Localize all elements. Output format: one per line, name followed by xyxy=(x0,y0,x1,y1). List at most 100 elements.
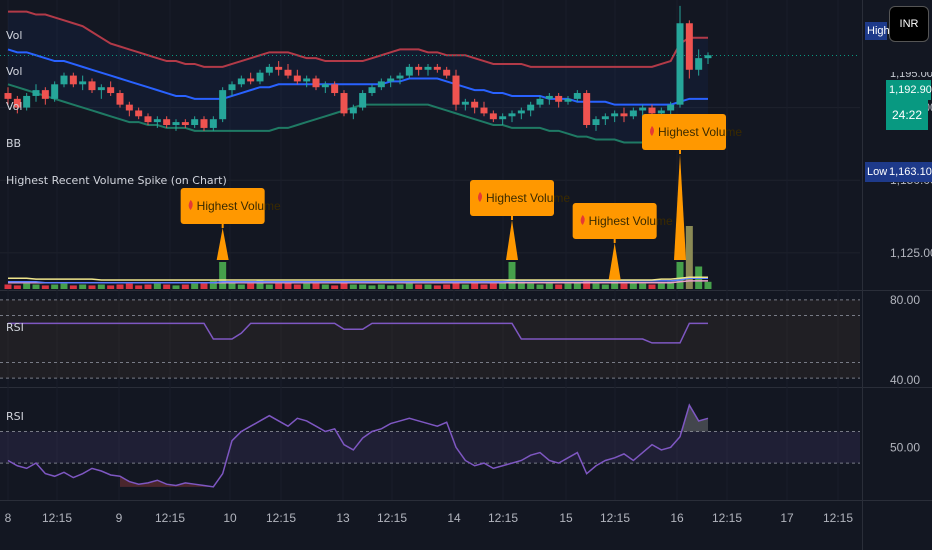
candle-body xyxy=(209,119,217,128)
x-tick-label: 12:15 xyxy=(823,511,853,525)
x-tick-label: 15 xyxy=(559,511,573,525)
volume-bar xyxy=(443,284,451,289)
candle-body xyxy=(200,119,208,128)
candle-body xyxy=(536,98,544,105)
rsi1-tick-label: 40.00 xyxy=(890,373,920,387)
volume-bar xyxy=(200,282,208,289)
rsi-label-2[interactable]: RSI xyxy=(6,410,24,423)
volume-bar xyxy=(387,285,395,289)
bar-countdown: 24:22 xyxy=(886,100,928,130)
candle-body xyxy=(303,78,311,82)
rsi2-line xyxy=(7,403,709,488)
volume-bar xyxy=(4,284,12,289)
candle-body xyxy=(247,78,255,82)
high-badge: High xyxy=(865,22,890,40)
volume-bar xyxy=(368,285,376,289)
indicator-label-vol-1[interactable]: Vol xyxy=(6,29,23,42)
volume-bar xyxy=(377,284,385,289)
candle-body xyxy=(387,78,395,82)
volume-bar xyxy=(536,284,544,289)
candle-body xyxy=(69,75,77,85)
volume-bar xyxy=(611,281,619,289)
volume-bar xyxy=(172,285,180,289)
volume-bar xyxy=(116,284,124,289)
volume-bar xyxy=(144,284,152,289)
candle-body xyxy=(583,93,591,126)
indicator-label-bb[interactable]: BB xyxy=(6,137,22,150)
candle-body xyxy=(377,81,385,88)
x-tick-label: 16 xyxy=(670,511,684,525)
indicator-label-vol-2[interactable]: Vol xyxy=(6,65,23,78)
volume-spike-label: Highest Volume xyxy=(589,214,673,228)
candle-body xyxy=(620,113,628,117)
volume-bar xyxy=(601,284,609,289)
currency-button[interactable]: INR xyxy=(889,6,929,42)
candle-body xyxy=(611,113,619,117)
volume-bar xyxy=(545,283,553,289)
volume-bar xyxy=(620,283,628,289)
volume-bar xyxy=(480,284,488,289)
volume-bar xyxy=(359,284,367,289)
volume-bar xyxy=(471,283,479,289)
volume-bar xyxy=(657,283,665,289)
candle-body xyxy=(592,119,600,126)
candle-body xyxy=(228,84,236,91)
candle-body xyxy=(433,66,441,70)
volume-spike-label: Highest Volume xyxy=(197,199,281,213)
candle-body xyxy=(527,104,535,111)
low-badge: Low xyxy=(865,162,887,182)
volume-bar xyxy=(499,282,507,289)
candle-body xyxy=(359,93,367,108)
volume-bar xyxy=(97,284,105,289)
candle-body xyxy=(452,75,460,105)
volume-spike-arrow xyxy=(216,228,229,260)
candle-body xyxy=(135,110,143,117)
candle-body xyxy=(265,66,273,73)
volume-bar xyxy=(191,283,199,289)
volume-bar xyxy=(331,285,339,289)
volume-bar xyxy=(219,262,227,289)
volume-spike-box xyxy=(470,180,554,216)
x-tick-label: 9 xyxy=(116,511,123,525)
volume-bar xyxy=(293,284,301,289)
candle-body xyxy=(508,113,516,117)
volume-bar xyxy=(79,284,87,289)
volume-bar xyxy=(303,283,311,289)
rsi2-band-fill xyxy=(0,431,860,464)
volume-bar xyxy=(508,262,516,289)
candle-body xyxy=(312,78,320,88)
volume-bar xyxy=(153,283,161,289)
candle-body xyxy=(648,107,656,114)
volume-bar xyxy=(107,285,115,289)
volume-bar xyxy=(424,284,432,289)
volume-bar xyxy=(639,283,647,289)
volume-bar xyxy=(648,284,656,289)
volume-ma-blue xyxy=(8,277,708,284)
candle-body xyxy=(116,93,124,105)
candle-body xyxy=(704,55,712,59)
candle-body xyxy=(415,66,423,70)
volume-bar xyxy=(564,283,572,289)
bb-upper-line xyxy=(8,10,708,68)
candle-body xyxy=(97,87,105,91)
candle-body xyxy=(349,107,357,114)
volume-bar xyxy=(676,262,684,289)
indicator-label-vol-3[interactable]: Vol xyxy=(6,100,23,113)
volume-bar xyxy=(685,226,693,289)
volume-spike-label: Highest Volume xyxy=(486,191,570,205)
volume-bar xyxy=(592,283,600,289)
volume-spike-box xyxy=(642,114,726,150)
candle-body xyxy=(237,78,245,85)
x-tick-label: 12:15 xyxy=(377,511,407,525)
volume-bar xyxy=(228,282,236,289)
indicator-label-volume-spike[interactable]: Highest Recent Volume Spike (on Chart) xyxy=(6,174,227,187)
x-tick-label: 12:15 xyxy=(42,511,72,525)
candle-body xyxy=(489,113,497,120)
volume-spike-label: Highest Volume xyxy=(658,125,742,139)
candle-body xyxy=(60,75,68,85)
rsi-label-1[interactable]: RSI xyxy=(6,321,24,334)
volume-bar xyxy=(125,283,133,289)
x-tick-label: 12:15 xyxy=(600,511,630,525)
candle-body xyxy=(499,116,507,120)
